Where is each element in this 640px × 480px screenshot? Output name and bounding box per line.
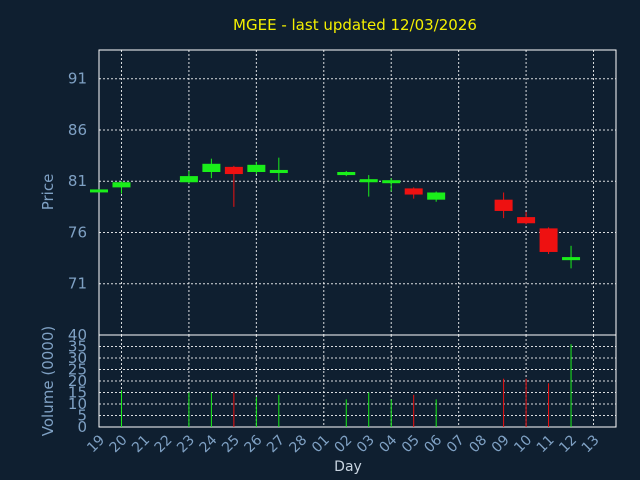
x-tick-label: 01 [309, 432, 333, 456]
candle-body [562, 257, 581, 261]
candle-body [337, 171, 356, 176]
price-tick-label: 91 [68, 70, 87, 88]
x-tick-label: 12 [556, 432, 580, 456]
price-candles [90, 157, 581, 269]
x-tick-label: 02 [331, 432, 355, 456]
candle-body [202, 163, 221, 172]
price-plot-frame [98, 49, 617, 336]
volume-grid [99, 335, 616, 427]
candle-body [404, 188, 423, 195]
volume-tick-label: 10 [68, 395, 87, 413]
x-tick-label: 10 [511, 432, 535, 456]
volume-tick-label: 30 [68, 349, 87, 367]
candle-body [382, 180, 401, 184]
volume-tick-label: 40 [68, 326, 87, 344]
x-tick-label: 13 [579, 432, 603, 456]
x-tick-label: 09 [489, 432, 513, 456]
volume-plot-frame [98, 334, 617, 428]
candle-body [359, 179, 378, 183]
x-tick-label: 24 [197, 432, 221, 456]
x-tick-label: 19 [84, 432, 108, 456]
x-tick-label: 27 [264, 432, 288, 456]
price-tick-label: 76 [68, 223, 87, 241]
price-tick-label: 81 [68, 172, 87, 190]
x-tick-label: 28 [287, 432, 311, 456]
candle-body [112, 182, 131, 188]
x-tick-label: 04 [376, 432, 400, 456]
volume-tick-label: 25 [68, 361, 87, 379]
candle-body [517, 217, 536, 224]
candle-body [179, 176, 198, 183]
volume-tick-label: 5 [77, 407, 87, 425]
x-tick-label: 20 [107, 432, 131, 456]
x-tick-label: 05 [399, 432, 423, 456]
x-tick-label: 22 [152, 432, 176, 456]
x-tick-label: 08 [466, 432, 490, 456]
volume-axis-label: Volume (0000) [39, 326, 57, 436]
volume-tick-label: 35 [68, 338, 87, 356]
candle-body [269, 169, 288, 174]
x-tick-label: 23 [174, 432, 198, 456]
x-tick-label: 06 [421, 432, 445, 456]
candle-body [539, 228, 558, 252]
x-tick-label: 25 [219, 432, 243, 456]
price-tick-label: 71 [68, 275, 87, 293]
volume-tick-label: 15 [68, 384, 87, 402]
x-tick-label: 11 [534, 432, 558, 456]
price-tick-label: 86 [68, 121, 87, 139]
volume-bars [120, 344, 572, 427]
candle-body [90, 189, 108, 193]
price-grid [99, 50, 616, 335]
x-tick-label: 03 [354, 432, 378, 456]
chart-title: MGEE - last updated 12/03/2026 [233, 16, 477, 34]
candle-body [427, 192, 446, 200]
x-axis-label: Day [334, 459, 362, 475]
x-tick-label: 21 [129, 432, 153, 456]
x-tick-label: 07 [444, 432, 468, 456]
x-tick-label: 26 [242, 432, 266, 456]
price-axis-label: Price [39, 174, 57, 211]
x-axis-ticks: 1920212223242526272801020304050607080910… [84, 432, 602, 456]
price-axis-ticks: 71 76 81 86 91 [68, 70, 87, 293]
candle-body [247, 164, 266, 172]
volume-tick-label: 20 [68, 372, 87, 390]
candle-body [224, 166, 243, 175]
candle-body [494, 199, 513, 211]
volume-tick-label: 0 [77, 418, 87, 436]
